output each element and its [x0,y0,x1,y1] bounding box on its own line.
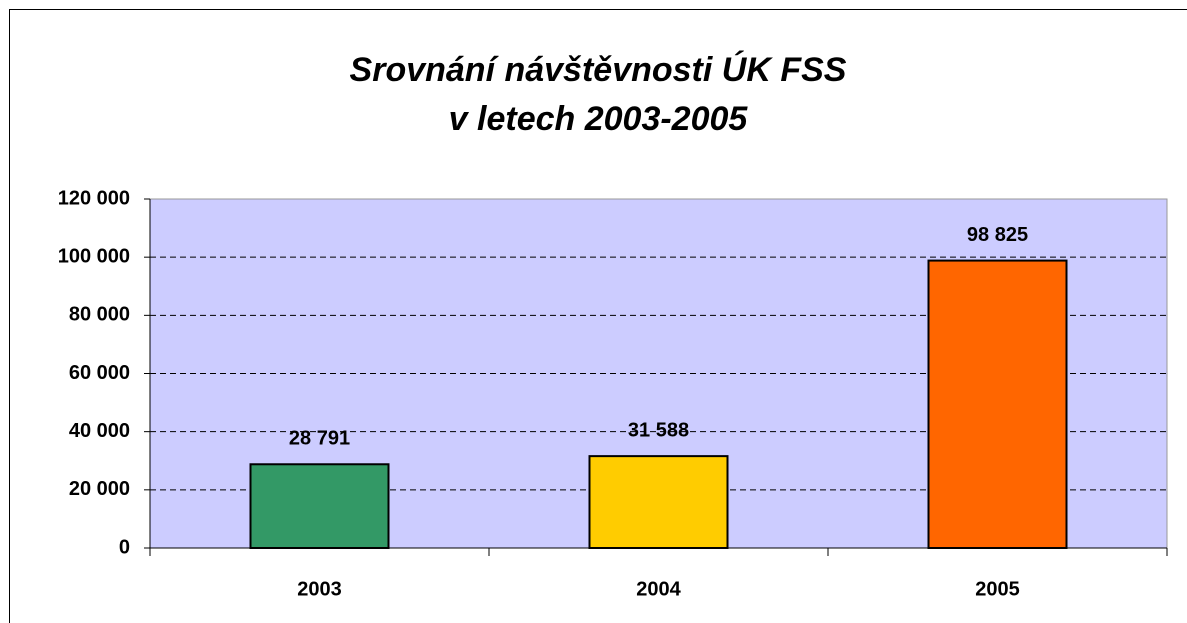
x-tick-label: 2005 [975,578,1020,600]
chart-title: Srovnání návštěvnosti ÚK FSS [350,51,847,89]
y-tick-label: 80 000 [69,304,130,326]
bar [588,455,729,549]
y-tick-label: 40 000 [69,420,130,442]
y-tick-label: 100 000 [58,245,130,267]
x-tick-label: 2003 [297,578,342,600]
data-label: 31 588 [628,419,689,441]
data-label: 98 825 [967,224,1028,246]
bar [249,463,390,549]
data-label: 28 791 [289,428,350,450]
y-tick-label: 120 000 [58,187,130,209]
y-tick-label: 20 000 [69,478,130,500]
y-tick-label: 60 000 [69,362,130,384]
y-tick-label: 0 [119,536,130,558]
chart-title: v letech 2003-2005 [449,100,749,138]
x-tick-label: 2004 [636,578,681,600]
bar [927,259,1068,549]
